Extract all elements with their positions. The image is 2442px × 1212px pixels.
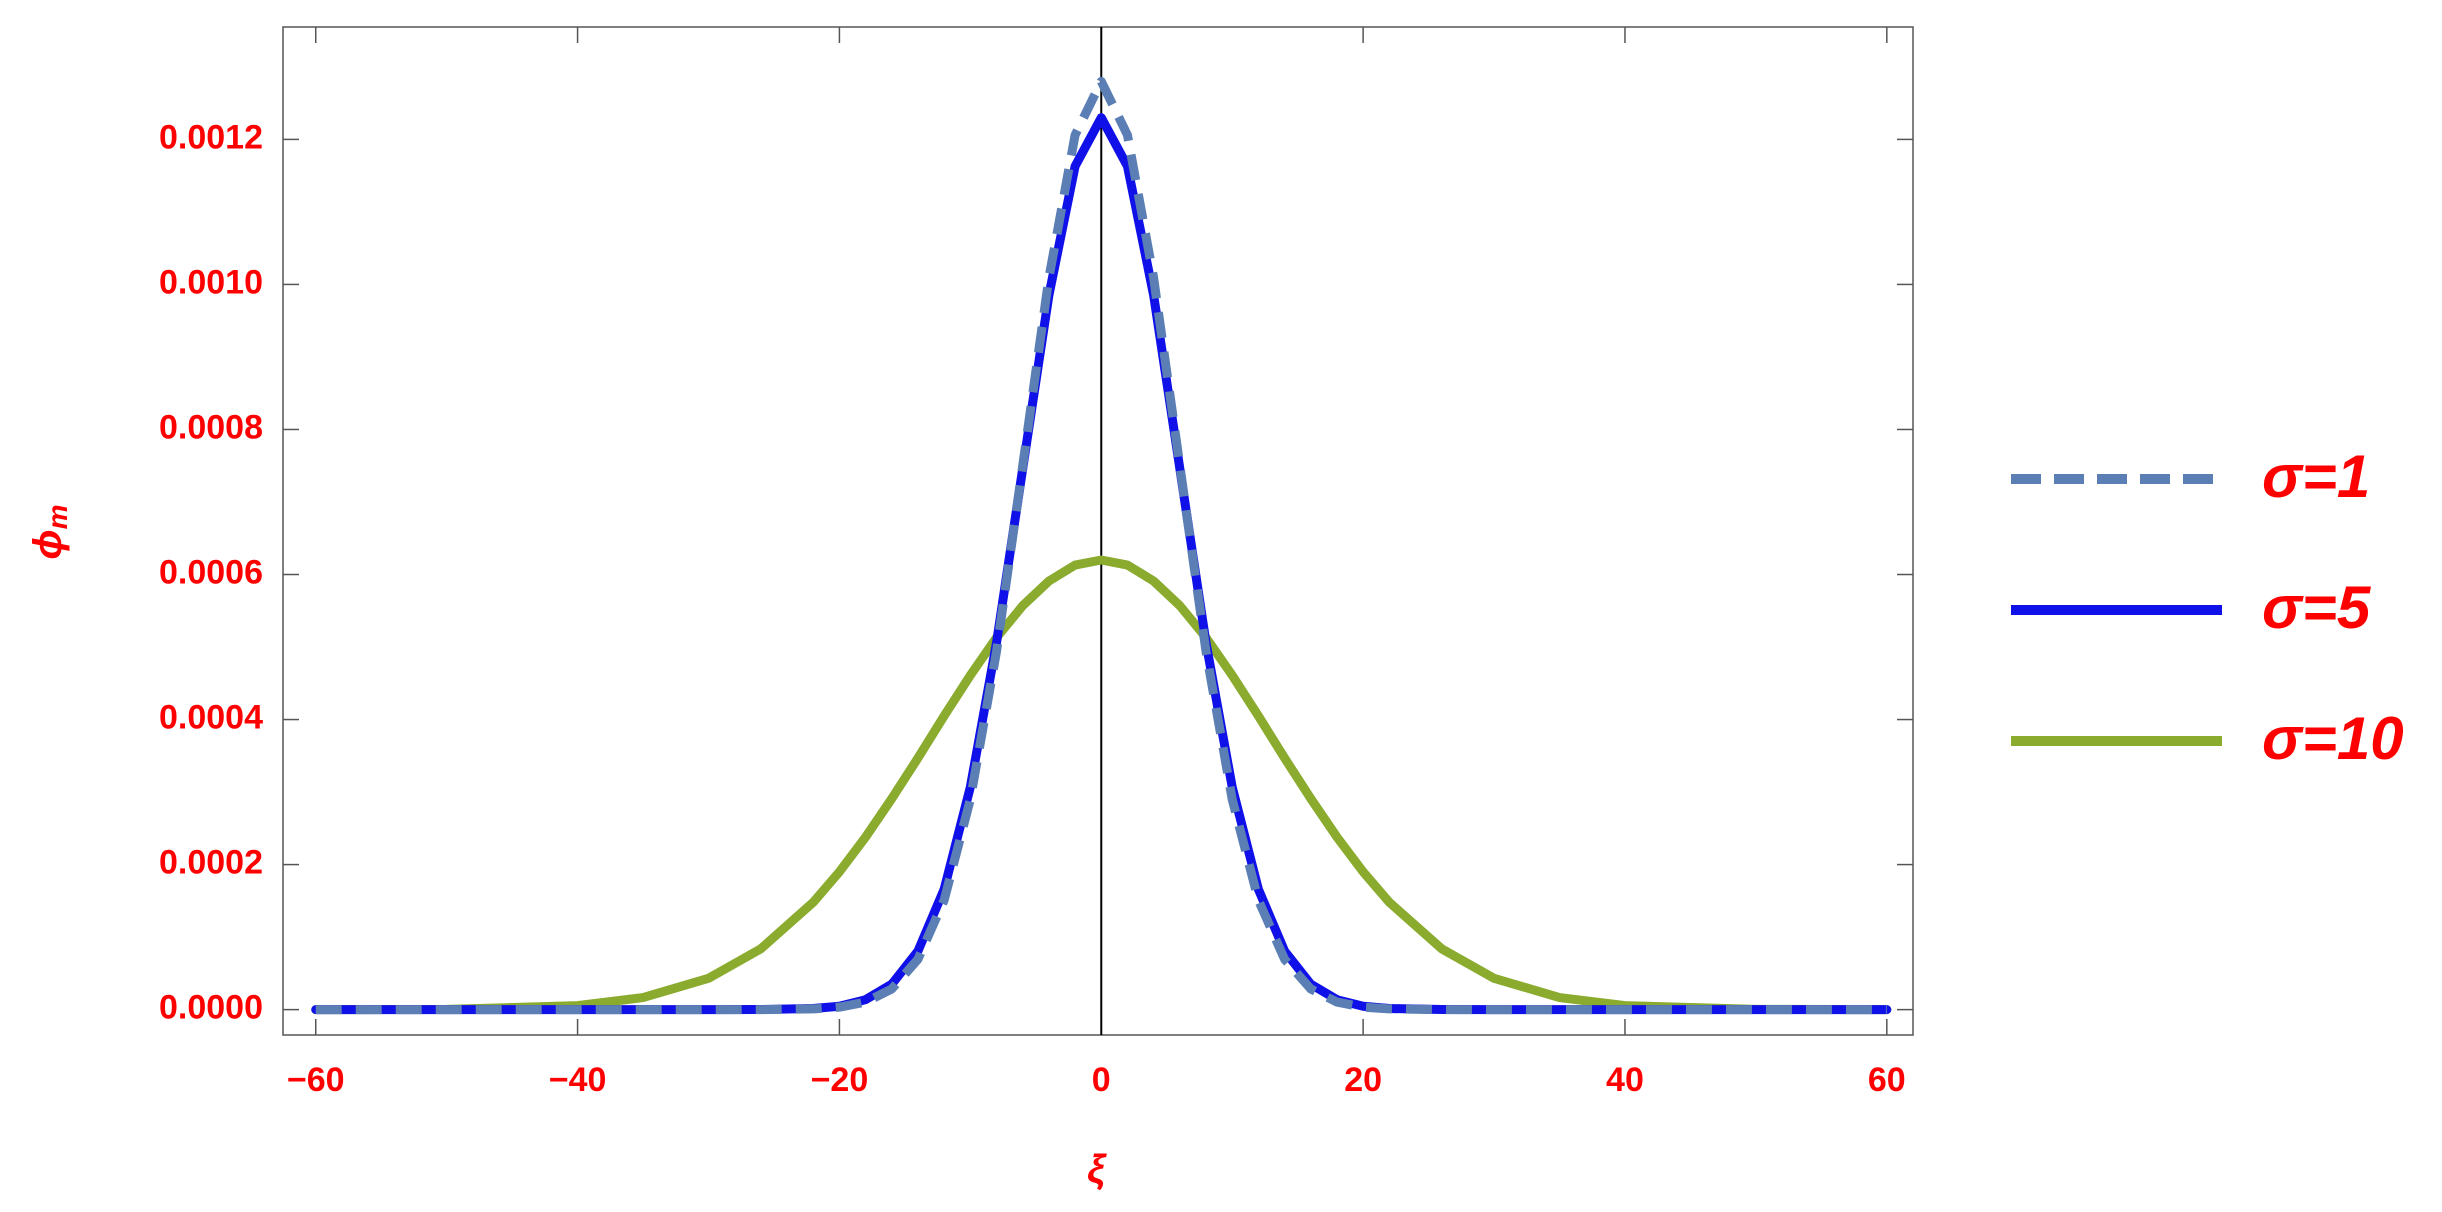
y-tick-label: 0.0012: [159, 118, 263, 156]
y-tick-label: 0.0002: [159, 844, 263, 882]
x-tick-label: 40: [1606, 1061, 1644, 1099]
y-tick-label: 0.0010: [159, 263, 263, 301]
y-axis-label-symbol: ϕ: [26, 529, 70, 559]
y-tick-label: 0.0006: [159, 553, 263, 591]
y-tick-label: 0.0000: [159, 989, 263, 1027]
series-line: [315, 76, 1887, 1015]
series-line: [311, 555, 1892, 1015]
x-tick-label: 20: [1344, 1061, 1382, 1099]
x-tick-label: −60: [287, 1061, 345, 1099]
x-tick-label: −40: [549, 1061, 607, 1099]
x-tick-label: 0: [1092, 1061, 1111, 1099]
x-axis-label: ξ: [1087, 1148, 1107, 1192]
y-tick-label: 0.0008: [159, 408, 263, 446]
y-axis-label: ϕm: [26, 504, 74, 559]
plot-frame: [282, 26, 1914, 1036]
x-tick-label: 60: [1868, 1061, 1906, 1099]
y-tick-label: 0.0004: [159, 699, 263, 737]
legend-label: σ=5: [2262, 574, 2372, 641]
y-axis-label-subscript: m: [42, 504, 73, 529]
legend-label: σ=10: [2262, 705, 2404, 772]
legend-label: σ=1: [2262, 443, 2370, 510]
x-tick-label: −20: [811, 1061, 869, 1099]
